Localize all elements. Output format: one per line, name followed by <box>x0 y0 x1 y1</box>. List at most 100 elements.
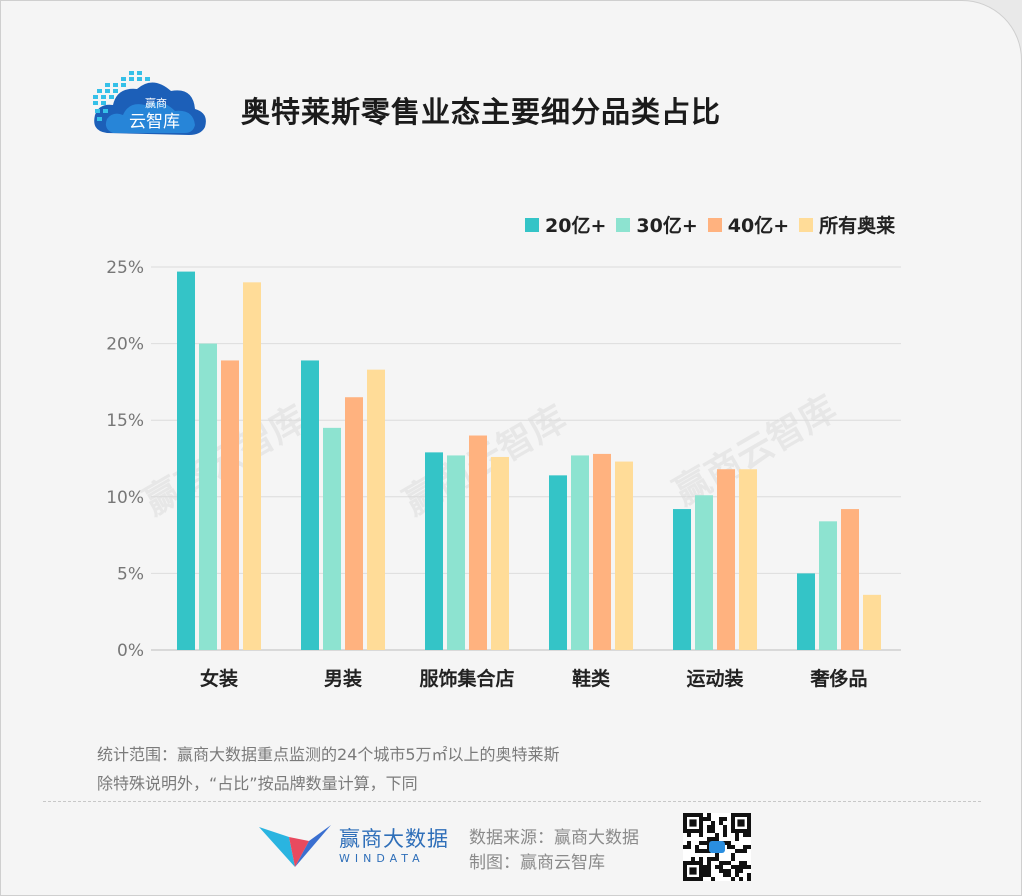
qr-module <box>703 817 707 821</box>
footer-divider <box>43 801 981 802</box>
qr-module <box>699 849 703 853</box>
qr-finder <box>689 819 697 827</box>
qr-module <box>707 865 711 869</box>
qr-module <box>703 873 707 877</box>
bar <box>323 427 341 650</box>
qr-module <box>731 865 735 869</box>
footer-source: 数据来源：赢商大数据 <box>469 828 639 848</box>
qr-module <box>723 833 727 837</box>
qr-module <box>707 849 711 853</box>
qr-module <box>727 873 731 877</box>
qr-module <box>723 873 727 877</box>
qr-module <box>699 857 703 861</box>
qr-module <box>727 845 731 849</box>
qr-module <box>747 845 751 849</box>
chart-legend: 20亿+ 30亿+ 40亿+ 所有奥莱 <box>525 211 905 238</box>
qr-module <box>739 869 743 873</box>
y-tick-label: 10% <box>106 488 144 508</box>
bar <box>243 282 261 650</box>
qr-module <box>707 817 711 821</box>
qr-module <box>743 845 747 849</box>
qr-module <box>731 877 735 881</box>
qr-module <box>727 869 731 873</box>
qr-module <box>723 825 727 829</box>
bar <box>199 343 217 650</box>
bar <box>841 509 859 650</box>
qr-module <box>715 857 719 861</box>
legend-swatch <box>616 217 631 232</box>
qr-finder <box>737 819 745 827</box>
qr-module <box>747 873 751 877</box>
legend-swatch <box>707 217 722 232</box>
bar <box>345 397 363 650</box>
qr-module <box>739 877 743 881</box>
qr-module <box>687 845 691 849</box>
winshang-cloud-logo: 赢商 云智库 <box>93 71 206 135</box>
page-title: 奥特莱斯零售业态主要细分品类占比 <box>241 95 722 129</box>
qr-module <box>719 865 723 869</box>
qr-module <box>687 833 691 837</box>
qr-module <box>707 869 711 873</box>
qr-module <box>715 837 719 841</box>
qr-module <box>687 841 691 845</box>
qr-module <box>747 865 751 869</box>
bar <box>549 475 567 650</box>
qr-module <box>703 841 707 845</box>
qr-module <box>735 865 739 869</box>
qr-module <box>743 849 747 853</box>
qr-module <box>707 837 711 841</box>
qr-module <box>711 829 715 833</box>
qr-module <box>695 845 699 849</box>
bar <box>615 461 633 650</box>
footer-made-by: 制图：赢商云智库 <box>469 853 605 873</box>
qr-module <box>715 853 719 857</box>
qr-module <box>707 813 711 817</box>
qr-module <box>743 833 747 837</box>
x-tick-label: 鞋类 <box>572 667 610 690</box>
bar <box>739 469 757 650</box>
x-tick-label: 女装 <box>200 667 238 690</box>
qr-module <box>727 841 731 845</box>
qr-module <box>711 837 715 841</box>
legend-label: 20亿+ <box>545 215 607 237</box>
legend-item: 所有奥莱 <box>799 211 895 238</box>
qr-module <box>711 825 715 829</box>
qr-module <box>747 833 751 837</box>
qr-module <box>707 825 711 829</box>
legend-swatch <box>799 217 814 232</box>
qr-module <box>731 845 735 849</box>
qr-module <box>683 845 687 849</box>
qr-module <box>743 865 747 869</box>
logo-text-main: 云智库 <box>129 112 180 132</box>
qr-module <box>723 869 727 873</box>
y-tick-label: 0% <box>117 641 144 661</box>
bar <box>221 360 239 650</box>
qr-center-logo <box>709 841 725 853</box>
qr-module <box>723 817 727 821</box>
qr-module <box>711 821 715 825</box>
y-tick-label: 20% <box>106 335 144 355</box>
footer-brand-cn: 赢商大数据 <box>339 827 449 851</box>
qr-module <box>691 857 695 861</box>
qr-module <box>715 833 719 837</box>
note-definition: 除特殊说明外，“占比”按品牌数量计算，下同 <box>97 774 418 793</box>
qr-module <box>707 841 711 845</box>
bar <box>717 469 735 650</box>
bar <box>301 360 319 650</box>
bar <box>425 452 443 650</box>
bar <box>177 271 195 650</box>
qr-module <box>723 841 727 845</box>
bar <box>673 509 691 650</box>
qr-module <box>723 861 727 865</box>
qr-module <box>711 857 715 861</box>
qr-module <box>707 857 711 861</box>
qr-module <box>735 869 739 873</box>
y-tick-label: 15% <box>106 411 144 431</box>
qr-module <box>703 869 707 873</box>
qr-module <box>707 873 711 877</box>
qr-module <box>703 849 707 853</box>
qr-module <box>695 849 699 853</box>
logo-text-top: 赢商 <box>145 96 167 110</box>
qr-finder <box>689 867 697 875</box>
